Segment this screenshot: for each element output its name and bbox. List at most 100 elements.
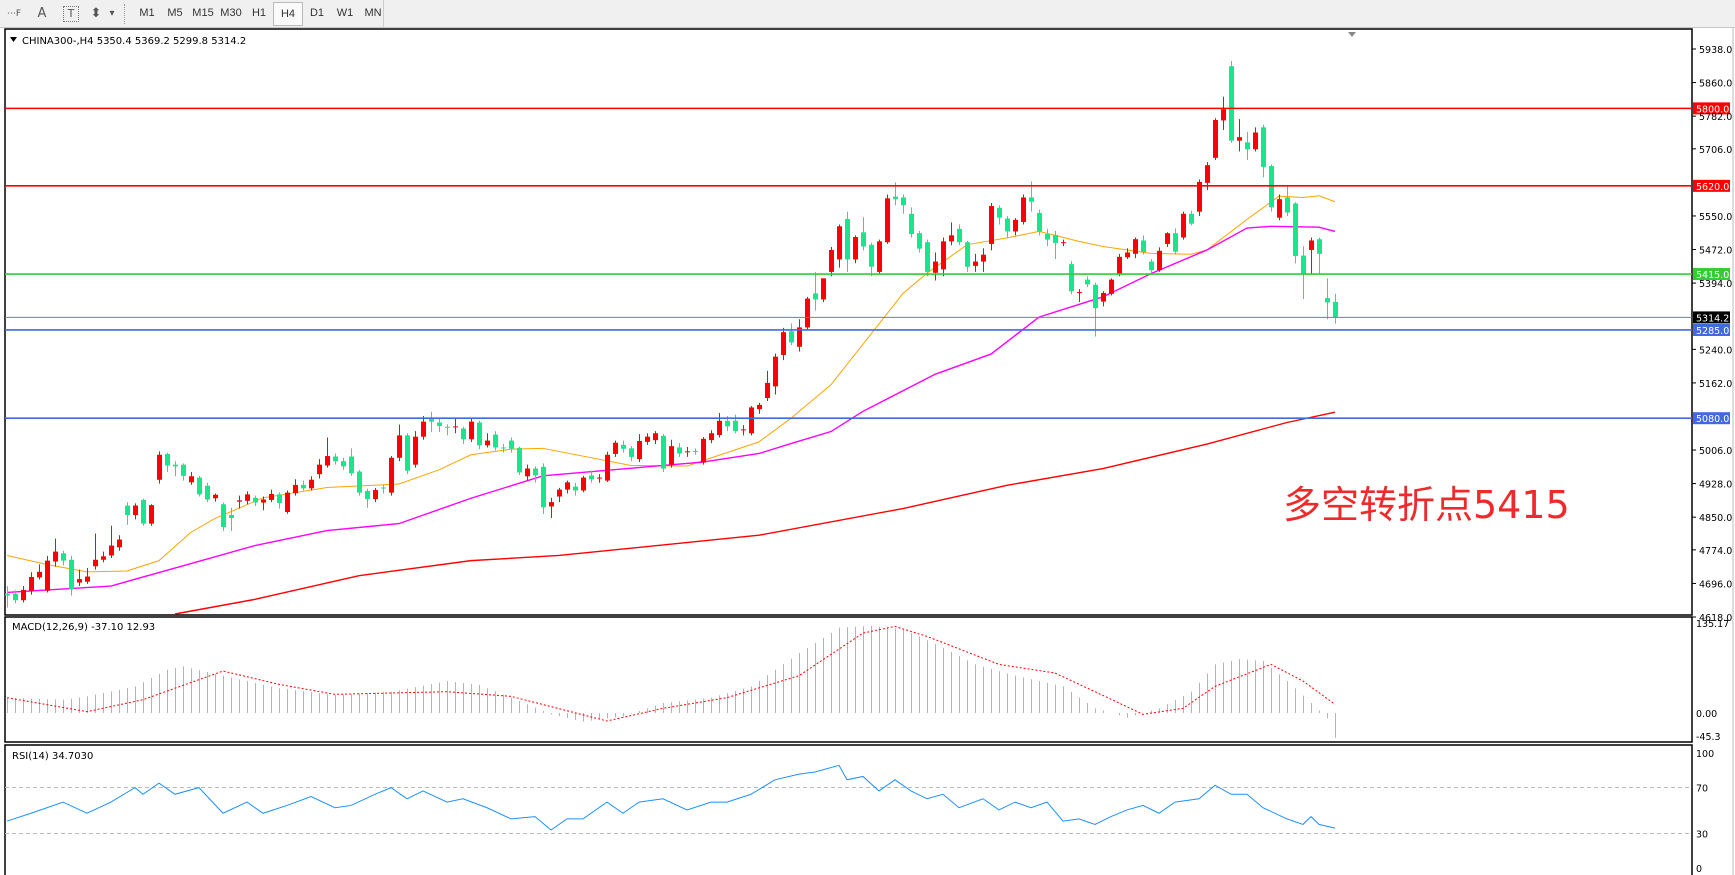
price-tick-label: 5240.0 bbox=[1699, 345, 1732, 356]
candle-body bbox=[533, 468, 538, 476]
chart-shift-marker-icon[interactable] bbox=[1348, 32, 1356, 37]
ma-mid-line bbox=[6, 225, 1336, 594]
candle bbox=[789, 323, 794, 346]
candle bbox=[1229, 61, 1234, 143]
candle bbox=[141, 498, 146, 526]
text-label-icon[interactable]: T bbox=[63, 5, 79, 22]
candle-body bbox=[901, 197, 906, 206]
arrows-icon[interactable]: ⬍ bbox=[90, 6, 102, 21]
candle-body bbox=[1325, 298, 1330, 303]
candle bbox=[5, 586, 10, 608]
candle bbox=[229, 507, 234, 531]
candle bbox=[493, 431, 498, 451]
candle-body bbox=[1133, 239, 1138, 254]
candle-body bbox=[317, 464, 322, 475]
grid-f-icon[interactable]: ⋯F bbox=[6, 8, 22, 19]
timeframe-m30[interactable]: M30 bbox=[220, 6, 242, 19]
candle-body bbox=[53, 551, 58, 562]
candle-body bbox=[189, 476, 194, 483]
candle-body bbox=[261, 499, 266, 503]
candle bbox=[629, 446, 634, 462]
candle bbox=[61, 550, 66, 566]
candle-body bbox=[453, 426, 458, 428]
candle-body bbox=[813, 293, 818, 300]
timeframe-h1[interactable]: H1 bbox=[251, 6, 267, 19]
candle-body bbox=[181, 464, 186, 476]
timeframe-h4[interactable]: H4 bbox=[273, 1, 303, 26]
candle bbox=[381, 484, 386, 494]
timeframe-w1[interactable]: W1 bbox=[336, 6, 354, 19]
candle bbox=[101, 551, 106, 563]
macd-pane[interactable] bbox=[4, 616, 1693, 743]
price-tick-label: 5938.0 bbox=[1699, 45, 1732, 56]
candle bbox=[701, 437, 706, 465]
candle bbox=[437, 418, 442, 432]
candle-body bbox=[421, 421, 426, 437]
candle bbox=[389, 456, 394, 496]
candle bbox=[741, 425, 746, 436]
candle-body bbox=[589, 475, 594, 480]
candle-body bbox=[285, 492, 290, 513]
timeframe-m5[interactable]: M5 bbox=[167, 6, 183, 19]
candle bbox=[333, 453, 338, 465]
candle-body bbox=[653, 433, 658, 441]
candle bbox=[1077, 289, 1082, 303]
candle-body bbox=[133, 505, 138, 516]
rsi-tick-label: 30 bbox=[1696, 830, 1708, 841]
timeframe-mn[interactable]: MN bbox=[364, 6, 382, 19]
candle bbox=[845, 211, 850, 272]
candle bbox=[45, 555, 50, 593]
candle-body bbox=[1013, 219, 1018, 232]
candle bbox=[637, 434, 642, 463]
candle-body bbox=[197, 477, 202, 495]
candle bbox=[109, 525, 114, 559]
candle-body bbox=[861, 232, 866, 247]
candle bbox=[973, 253, 978, 272]
candle-body bbox=[565, 482, 570, 490]
candle-body bbox=[1157, 250, 1162, 271]
candle-body bbox=[877, 241, 882, 272]
candle bbox=[213, 493, 218, 502]
candle bbox=[429, 411, 434, 432]
candle-body bbox=[1237, 137, 1242, 141]
candle-body bbox=[1301, 255, 1306, 275]
candle-body bbox=[781, 332, 786, 355]
candle-body bbox=[509, 440, 514, 449]
candle-body bbox=[605, 454, 610, 481]
candle bbox=[221, 502, 226, 531]
candle bbox=[1253, 127, 1258, 152]
candle-body bbox=[725, 420, 730, 427]
rsi-pane[interactable] bbox=[4, 744, 1693, 875]
candle bbox=[709, 430, 714, 444]
price-tick-label: 5782.0 bbox=[1699, 112, 1732, 123]
candle-body bbox=[789, 331, 794, 343]
candle-body bbox=[909, 213, 914, 235]
candle bbox=[645, 433, 650, 445]
candle-body bbox=[645, 436, 650, 442]
candle bbox=[245, 491, 250, 505]
timeframe-m15[interactable]: M15 bbox=[192, 6, 214, 19]
timeframe-d1[interactable]: D1 bbox=[309, 6, 325, 19]
timeframe-m1[interactable]: M1 bbox=[139, 6, 155, 19]
collapse-triangle-icon[interactable] bbox=[10, 37, 17, 42]
candle-body bbox=[1101, 292, 1106, 302]
candle bbox=[1285, 185, 1290, 216]
candle bbox=[1301, 246, 1306, 300]
candle bbox=[277, 492, 282, 509]
candle-body bbox=[325, 456, 330, 466]
price-tick-label: 4618.0 bbox=[1699, 613, 1732, 624]
hline-price-label: 5314.2 bbox=[1696, 313, 1729, 324]
hline-price-label: 5080.0 bbox=[1696, 414, 1729, 425]
candle-body bbox=[845, 218, 850, 260]
text-a-icon[interactable]: A bbox=[37, 6, 47, 21]
candle-body bbox=[221, 504, 226, 528]
price-pane[interactable] bbox=[4, 28, 1693, 616]
dropdown-icon[interactable]: ▾ bbox=[109, 8, 115, 19]
candle-body bbox=[1061, 242, 1066, 244]
candle bbox=[1181, 211, 1186, 240]
candle-body bbox=[381, 487, 386, 489]
toolbar-separator bbox=[124, 3, 127, 24]
candle bbox=[749, 406, 754, 436]
candle bbox=[157, 451, 162, 484]
